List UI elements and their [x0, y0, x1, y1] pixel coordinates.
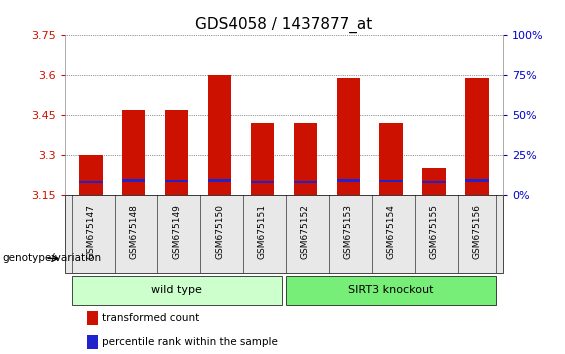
Bar	[423, 168, 446, 195]
Bar	[87, 311, 98, 325]
Bar	[466, 78, 489, 195]
Text: GSM675148: GSM675148	[129, 204, 138, 259]
Bar	[122, 179, 145, 182]
Bar	[72, 276, 281, 304]
Bar	[79, 181, 102, 183]
Text: percentile rank within the sample: percentile rank within the sample	[102, 337, 278, 347]
Text: GSM675153: GSM675153	[344, 204, 353, 259]
Bar	[466, 179, 489, 182]
Bar	[208, 75, 231, 195]
Text: GSM675156: GSM675156	[472, 204, 481, 259]
Bar	[165, 180, 188, 182]
Bar	[122, 110, 145, 195]
Text: wild type: wild type	[151, 285, 202, 295]
Text: GSM675149: GSM675149	[172, 204, 181, 259]
Bar	[87, 335, 98, 349]
Text: SIRT3 knockout: SIRT3 knockout	[349, 285, 434, 295]
Bar	[380, 180, 403, 182]
Title: GDS4058 / 1437877_at: GDS4058 / 1437877_at	[195, 16, 372, 33]
Text: GSM675154: GSM675154	[386, 204, 396, 259]
Text: GSM675150: GSM675150	[215, 204, 224, 259]
Text: GSM675147: GSM675147	[86, 204, 95, 259]
Bar	[337, 179, 360, 182]
Bar	[294, 181, 317, 183]
Bar	[380, 123, 403, 195]
Bar	[337, 78, 360, 195]
Bar	[423, 181, 446, 183]
Text: GSM675151: GSM675151	[258, 204, 267, 259]
Text: GSM675152: GSM675152	[301, 204, 310, 259]
Text: transformed count: transformed count	[102, 313, 199, 323]
Text: GSM675155: GSM675155	[429, 204, 438, 259]
Text: genotype/variation: genotype/variation	[3, 253, 102, 263]
Bar	[251, 123, 274, 195]
Bar	[79, 155, 102, 195]
Bar	[251, 181, 274, 183]
Bar	[294, 123, 317, 195]
Bar	[165, 110, 188, 195]
Bar	[286, 276, 496, 304]
Bar	[208, 179, 231, 182]
